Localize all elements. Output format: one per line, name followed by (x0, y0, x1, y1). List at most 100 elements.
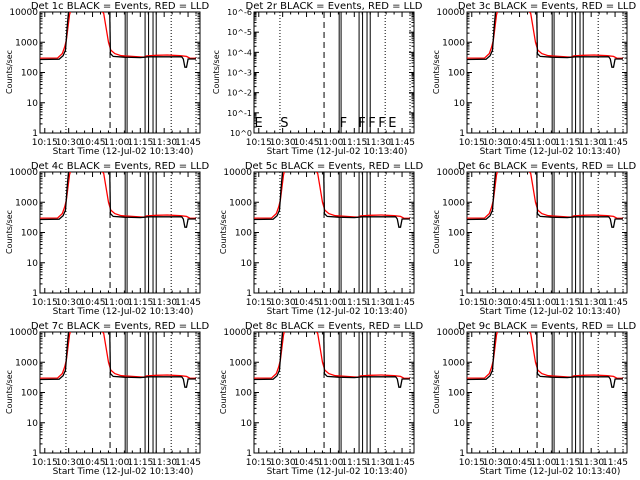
x-tick-label: 11:30 (151, 458, 177, 468)
x-tick-label: 10:15 (246, 138, 272, 148)
x-tick-label: 11:45 (602, 458, 628, 468)
series-lld (467, 332, 624, 379)
x-tick-label: 10:45 (507, 138, 533, 148)
series-events (254, 172, 410, 228)
y-tick-label: 1000 (442, 358, 465, 368)
x-tick-label: 10:30 (483, 138, 509, 148)
x-tick-label: 11:15 (554, 138, 580, 148)
series-lld (467, 172, 624, 219)
x-tick-label: 11:30 (578, 138, 604, 148)
plot-frame (253, 331, 415, 454)
series-lld (40, 332, 197, 379)
y-tick-label: 1000 (229, 198, 252, 208)
x-tick-label: 11:30 (578, 298, 604, 308)
x-tick-label: 10:30 (270, 138, 296, 148)
x-tick-label: 10:45 (80, 298, 106, 308)
x-tick-label: 10:15 (459, 298, 485, 308)
segment-annotation: S (280, 116, 288, 131)
x-tick-label: 10:45 (507, 458, 533, 468)
x-axis-label: Start Time (12-Jul-02 10:13:40) (267, 467, 408, 477)
segment-annotation: F (368, 116, 375, 131)
panel-title: Det 3c BLACK = Events, RED = LLD (458, 1, 637, 12)
segment-annotation: F (358, 116, 365, 131)
x-tick-label: 11:45 (389, 458, 415, 468)
y-tick-label: 100 (235, 229, 252, 239)
y-tick-label: 1 (32, 289, 38, 299)
panel-title: Det 6c BLACK = Events, RED = LLD (458, 161, 637, 172)
x-tick-label: 11:30 (365, 298, 391, 308)
series-lld (467, 12, 624, 59)
series-events (40, 332, 196, 388)
x-tick-label: 11:30 (365, 138, 391, 148)
y-axis-label: Counts/sec (5, 210, 14, 254)
x-tick-label: 11:30 (365, 458, 391, 468)
x-tick-label: 11:15 (341, 458, 367, 468)
x-tick-label: 11:30 (151, 298, 177, 308)
y-tick-label: 10 (454, 419, 466, 429)
y-tick-label: 10000 (223, 168, 252, 178)
y-tick-label: 10 (241, 419, 253, 429)
panel-title: Det 7c BLACK = Events, RED = LLD (31, 321, 210, 332)
x-tick-label: 11:45 (389, 138, 415, 148)
x-tick-label: 11:15 (127, 458, 153, 468)
y-axis-label: Counts/sec (5, 50, 14, 94)
y-tick-label: 10000 (223, 328, 252, 338)
y-tick-label: 1000 (15, 198, 38, 208)
y-axis-label: Counts/sec (219, 370, 228, 414)
y-tick-label: 1 (246, 449, 252, 459)
series-events (254, 332, 410, 388)
y-tick-label: 10000 (436, 168, 465, 178)
y-tick-label: 100 (235, 389, 252, 399)
panel-8: Det 8c BLACK = Events, RED = LLD 1 10 100 10… (219, 321, 423, 477)
x-tick-label: 11:15 (341, 138, 367, 148)
y-tick-label: 100 (448, 229, 465, 239)
y-tick-label: 10000 (9, 328, 38, 338)
plot-frame (39, 11, 201, 134)
y-tick-label: 10^-1 (227, 109, 252, 118)
series-lld (40, 12, 197, 59)
y-tick-label: 10 (454, 99, 466, 109)
x-tick-label: 11:00 (103, 298, 129, 308)
plot-frame (466, 11, 628, 134)
x-axis-label: Start Time (12-Jul-02 10:13:40) (480, 147, 621, 157)
series-events (40, 172, 196, 228)
panel-6: Det 6c BLACK = Events, RED = LLD 1 10 100 10… (432, 161, 636, 317)
y-tick-label: 1 (246, 289, 252, 299)
x-tick-label: 11:00 (530, 298, 556, 308)
series-events (40, 12, 196, 68)
x-tick-label: 11:45 (602, 138, 628, 148)
y-axis-label: Counts/sec (219, 210, 228, 254)
segment-annotation: F (340, 116, 347, 131)
x-tick-label: 11:45 (175, 138, 201, 148)
panel-title: Det 1c BLACK = Events, RED = LLD (31, 1, 210, 12)
x-tick-label: 11:00 (530, 458, 556, 468)
x-tick-label: 11:45 (175, 458, 201, 468)
x-tick-label: 10:15 (32, 458, 58, 468)
y-tick-label: 1000 (229, 358, 252, 368)
x-tick-label: 11:45 (602, 298, 628, 308)
x-tick-label: 10:45 (294, 458, 320, 468)
panel-1: Det 1c BLACK = Events, RED = LLD 1 10 100 10… (5, 1, 209, 157)
x-tick-label: 10:15 (246, 298, 272, 308)
series-lld (254, 172, 411, 219)
x-tick-label: 10:45 (80, 138, 106, 148)
series-events (467, 172, 623, 228)
x-tick-label: 11:00 (317, 458, 343, 468)
x-tick-label: 10:45 (507, 298, 533, 308)
x-tick-label: 10:30 (56, 458, 82, 468)
x-tick-label: 10:30 (270, 458, 296, 468)
y-tick-label: 10^0 (230, 129, 252, 138)
x-tick-label: 10:30 (483, 458, 509, 468)
y-tick-label: 100 (21, 389, 38, 399)
x-tick-label: 11:00 (530, 138, 556, 148)
x-tick-label: 11:45 (389, 298, 415, 308)
y-tick-label: 10^-2 (227, 89, 252, 98)
y-tick-label: 1000 (442, 198, 465, 208)
panel-7: Det 7c BLACK = Events, RED = LLD 1 10 100 10… (5, 321, 209, 477)
y-tick-label: 10000 (9, 168, 38, 178)
y-tick-label: 1 (32, 449, 38, 459)
y-tick-label: 100 (448, 69, 465, 79)
x-tick-label: 10:45 (294, 138, 320, 148)
y-axis-label: Counts/sec (5, 370, 14, 414)
y-axis-label: Counts/sec (432, 370, 441, 414)
